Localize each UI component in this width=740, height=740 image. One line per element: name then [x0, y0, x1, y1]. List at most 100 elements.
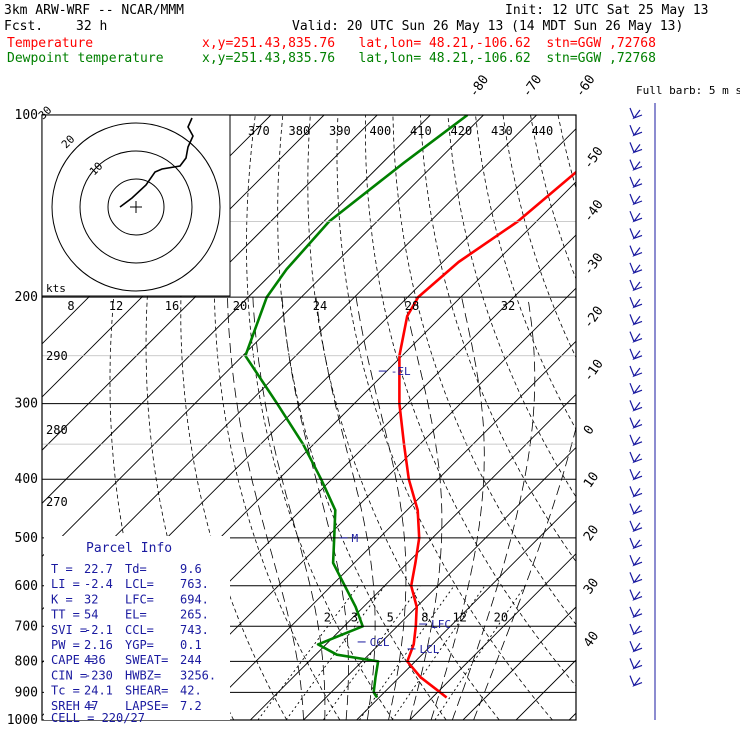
isotherm-line — [42, 115, 431, 504]
parcel-value: -2.4 — [84, 577, 113, 591]
parcel-value: 47 — [84, 699, 98, 713]
parcel-label: SREH = — [51, 699, 94, 713]
parcel-value: 7.2 — [180, 699, 202, 713]
parcel-value: 54 — [84, 608, 98, 622]
dry-adiabat-line — [502, 115, 576, 359]
wind-barb — [629, 124, 643, 137]
level-annotation: LFC — [431, 618, 451, 631]
moist-adiabat-line — [315, 297, 376, 720]
mixing-ratio-line — [434, 585, 526, 720]
parcel-value: 32 — [84, 592, 98, 606]
dry-adiabat-line — [696, 115, 740, 720]
parcel-value: 694. — [180, 592, 209, 606]
isotherm-tick-label: 0 — [581, 423, 598, 438]
parcel-value: -2.1 — [84, 623, 113, 637]
level-annotation: LCL — [420, 643, 440, 656]
isotherm-tick-label: -60 — [573, 72, 599, 100]
parcel-value: -230 — [84, 668, 113, 682]
wind-barb — [629, 434, 643, 447]
init-time: Init: 12 UTC Sat 25 May 13 — [505, 3, 709, 18]
forecast-hours: 32 h — [76, 19, 108, 34]
isotherm-tick-label: -80 — [466, 72, 492, 100]
hodograph-speed-label: 16 — [165, 299, 179, 313]
parcel-label: K = — [51, 592, 73, 606]
parcel-label: CAPE = — [51, 653, 94, 667]
mixing-ratio-line — [322, 585, 421, 720]
dry-adiabat-line — [277, 115, 447, 720]
level-annotation: CCL — [370, 636, 390, 649]
wind-barb — [629, 193, 643, 206]
parcel-label: HWBZ= — [125, 668, 161, 682]
wind-barb — [629, 658, 643, 670]
wind-barb — [629, 279, 643, 292]
valid-time: Valid: 20 UTC Sun 26 May 13 (14 MDT Sun … — [292, 19, 684, 34]
dry-adiabat-line — [723, 115, 740, 720]
parcel-value: 24.1 — [84, 684, 113, 698]
wind-barb — [629, 675, 643, 687]
parcel-label: T = — [51, 562, 73, 576]
parcel-label: LAPSE= — [125, 699, 168, 713]
isotherm-line — [42, 115, 378, 451]
dry-adiabat-line — [557, 115, 576, 190]
wind-barb — [629, 210, 643, 223]
parcel-label: PW = — [51, 638, 80, 652]
temperature-location: x,y=251.43,835.76 lat,lon= 48.21,-106.62… — [202, 36, 656, 51]
theta-label: 430 — [491, 124, 513, 138]
dewpoint-location: x,y=251.43,835.76 lat,lon= 48.21,-106.62… — [202, 51, 656, 66]
wind-barb — [629, 503, 643, 515]
isotherm-tick-label: 20 — [581, 523, 602, 544]
level-annotation: M — [352, 532, 359, 545]
forecast-label: Fcst. — [4, 19, 44, 34]
isotherm-tick-label: -40 — [581, 197, 607, 225]
isotherm-tick-label: 40 — [581, 629, 602, 650]
pressure-tick-label: 700 — [15, 619, 38, 634]
dry-adiabat-line — [420, 115, 576, 563]
parcel-value: 0.1 — [180, 638, 202, 652]
theta-label: 440 — [532, 124, 554, 138]
theta-label: 410 — [410, 124, 432, 138]
parcel-value: 2.16 — [84, 638, 113, 652]
temperature-legend: Temperature — [7, 36, 94, 51]
parcel-label: SVI = — [51, 623, 87, 637]
isotherm-line — [42, 115, 537, 611]
isotherm-line — [409, 553, 576, 720]
hodograph-speed-label: 8 — [67, 299, 74, 313]
dry-adiabat-line — [530, 115, 576, 280]
wind-barb — [629, 589, 643, 601]
pressure-tick-label: 900 — [15, 685, 38, 700]
pressure-tick-label: 600 — [15, 579, 38, 594]
wind-barb — [629, 245, 643, 257]
parcel-label: SHEAR= — [125, 684, 168, 698]
wind-barb — [629, 640, 643, 653]
wind-barb — [629, 296, 643, 309]
dry-adiabat-line — [668, 115, 740, 720]
isotherm-line — [42, 115, 484, 558]
wind-barb — [629, 468, 643, 481]
isotherm-line — [196, 340, 576, 720]
mixing-ratio-label: 12 — [452, 610, 466, 624]
parcel-label: YGP= — [125, 638, 154, 652]
parcel-label: LCL= — [125, 577, 154, 591]
plot-frame — [41, 114, 577, 721]
mixing-ratio-label: 5 — [387, 610, 394, 624]
temperature-trace — [398, 170, 576, 699]
parcel-value: 265. — [180, 608, 209, 622]
parcel-value: 9.6 — [180, 562, 202, 576]
parcel-label: Td= — [125, 562, 147, 576]
dry-adiabat-line — [475, 115, 576, 431]
isotherm-tick-label: -10 — [581, 357, 607, 385]
mixing-ratio-line — [359, 585, 455, 720]
hodograph-speed-label: 20 — [233, 299, 247, 313]
parcel-info-title: Parcel Info — [86, 541, 172, 556]
wind-barb — [629, 572, 643, 584]
isotherm-line — [515, 659, 576, 720]
theta-label: 380 — [289, 124, 311, 138]
wind-barb — [629, 262, 643, 275]
isotherm-tick-label: -50 — [581, 144, 607, 172]
parcel-label: CIN = — [51, 668, 87, 682]
theta-label: 370 — [248, 124, 270, 138]
mixing-ratio-label: 3 — [351, 610, 358, 624]
parcel-label: LI = — [51, 577, 80, 591]
moist-adiabat-line — [473, 426, 576, 720]
